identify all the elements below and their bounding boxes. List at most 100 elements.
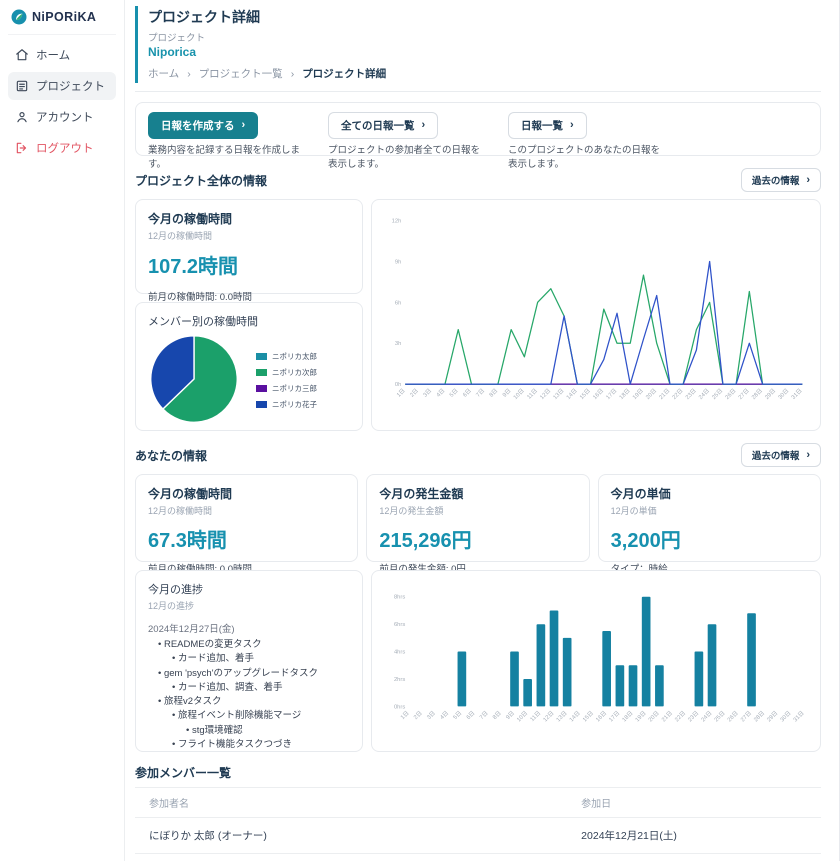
sidebar-item-account[interactable]: アカウント [8, 103, 116, 131]
sidebar-item-label: ログアウト [36, 143, 94, 155]
sidebar-item-project[interactable]: プロジェクト [8, 72, 116, 100]
table-row[interactable]: にぼりか 太郎 (オーナー) 2024年12月21日(土) [135, 817, 821, 854]
svg-text:17日: 17日 [608, 710, 622, 724]
user-icon [15, 110, 29, 124]
sidebar-item-logout[interactable]: ログアウト [8, 134, 116, 162]
svg-text:31日: 31日 [792, 710, 806, 724]
you-amount-card: 今月の発生金額 12月の発生金額 215,296円 前月の発生金額: 0円 [366, 474, 590, 575]
svg-text:21日: 21日 [660, 710, 674, 724]
svg-text:29日: 29日 [764, 387, 778, 401]
report-actions-card: 日報を作成する › 業務内容を記録する日報を作成します。 全ての日報一覧 › プロジ… [135, 102, 821, 170]
progress-subtitle: 12月の進捗 [148, 601, 195, 611]
progress-card: 今月の進捗 12月の進捗 2024年12月27日(金) • READMEの変更タ… [135, 570, 363, 752]
stat-title: 今月の発生金額 [379, 487, 464, 501]
svg-text:5日: 5日 [452, 710, 463, 721]
svg-text:15日: 15日 [578, 387, 592, 401]
svg-text:13日: 13日 [555, 710, 569, 724]
svg-text:28日: 28日 [752, 710, 766, 724]
svg-text:15日: 15日 [581, 710, 595, 724]
svg-text:13日: 13日 [552, 387, 566, 401]
brand-logo[interactable]: NiPORiKA [8, 5, 116, 35]
overall-past-info-button[interactable]: 過去の情報 › [740, 168, 821, 192]
legend-swatch [256, 353, 267, 360]
chevron-right-icon: › [570, 119, 574, 131]
main-content: プロジェクト詳細 プロジェクト Niporica ホーム › プロジェクト一覧 … [125, 0, 839, 861]
svg-text:1日: 1日 [399, 710, 410, 721]
you-hours-card: 今月の稼働時間 12月の稼働時間 67.3時間 前月の稼働時間: 0.0時間 [135, 474, 359, 575]
stat-footer: タイプ：時給 [611, 561, 808, 575]
action-my-reports: 日報一覧 › このプロジェクトのあなたの日報を表示します。 [508, 112, 668, 170]
progress-item: • gem 'psych'のアップグレードタスク [158, 667, 319, 679]
svg-text:7日: 7日 [475, 387, 486, 398]
stat-subtitle: 12月の稼働時間 [148, 506, 213, 516]
legend-label: ニポリカ三郎 [272, 384, 317, 393]
members-table: 参加者名 参加日 にぼりか 太郎 (オーナー) 2024年12月21日(土) に… [135, 787, 821, 861]
member-name: にぼりか 次郎 [135, 853, 568, 861]
progress-list: • READMEの変更タスク • カード追加、着手 • gem 'psych'のアッ… [148, 638, 350, 752]
page-header: プロジェクト詳細 プロジェクト Niporica ホーム › プロジェクト一覧 … [135, 6, 821, 83]
breadcrumb: ホーム › プロジェクト一覧 › プロジェクト詳細 [148, 66, 821, 81]
svg-text:12h: 12h [392, 219, 402, 225]
svg-text:4日: 4日 [435, 387, 446, 398]
legend-label: ニポリカ太郎 [272, 352, 317, 361]
svg-text:9日: 9日 [505, 710, 516, 721]
progress-item: • カード追加、着手 [172, 653, 254, 665]
table-row[interactable]: にぼりか 次郎 2024年12月22日(日) [135, 853, 821, 861]
svg-text:2hrs: 2hrs [394, 677, 405, 683]
breadcrumb-project-list[interactable]: プロジェクト一覧 [198, 68, 283, 80]
chevron-right-icon: › [806, 448, 810, 461]
svg-text:3日: 3日 [422, 387, 433, 398]
progress-title: 今月の進捗 [148, 584, 203, 596]
you-rate-card: 今月の単価 12月の単価 3,200円 タイプ：時給 [597, 474, 821, 575]
you-past-info-button[interactable]: 過去の情報 › [740, 443, 821, 467]
legend-item: ニポリカ太郎 [256, 351, 317, 362]
svg-text:2日: 2日 [412, 710, 423, 721]
chevron-right-icon: › [806, 173, 810, 186]
svg-text:25日: 25日 [711, 387, 725, 401]
breadcrumb-current: プロジェクト詳細 [302, 68, 387, 80]
stat-subtitle: 12月の単価 [610, 506, 657, 516]
svg-text:6h: 6h [395, 300, 401, 306]
sidebar-nav: ホーム プロジェクト アカウント ログアウト [8, 41, 116, 162]
svg-text:18日: 18日 [621, 710, 635, 724]
create-report-button[interactable]: 日報を作成する › [148, 112, 259, 139]
sidebar-item-label: ホーム [36, 50, 71, 62]
svg-text:24日: 24日 [700, 710, 714, 724]
progress-item: • フライト機能タスクつづき [172, 738, 292, 750]
overall-section-title: プロジェクト全体の情報 [135, 173, 268, 188]
all-reports-button[interactable]: 全ての日報一覧 › [328, 112, 439, 139]
svg-text:9日: 9日 [501, 387, 512, 398]
sidebar-item-home[interactable]: ホーム [8, 41, 116, 69]
svg-text:10日: 10日 [512, 387, 526, 401]
stat-title: 今月の稼働時間 [148, 487, 233, 501]
project-name: Niporica [148, 45, 197, 59]
stat-value: 3,200円 [610, 530, 681, 552]
svg-text:26日: 26日 [724, 387, 738, 401]
svg-text:23日: 23日 [687, 710, 701, 724]
member-daily-hours-line-chart: 0h 3h 6h 9h 12h 1日 2日 3日 4日 5日 6日 7日 8日 9日 10日 11日 12日 13… [371, 199, 821, 431]
stat-footer: 前月の稼働時間: 0.0時間 [148, 292, 252, 303]
my-reports-button[interactable]: 日報一覧 › [508, 112, 587, 139]
stat-value: 215,296円 [379, 530, 472, 552]
svg-text:12日: 12日 [539, 387, 553, 401]
stat-subtitle: 12月の発生金額 [379, 506, 444, 516]
members-section-title: 参加メンバー一覧 [135, 766, 232, 780]
svg-text:19日: 19日 [634, 710, 648, 724]
svg-text:20日: 20日 [644, 387, 658, 401]
stat-title: 今月の単価 [610, 487, 671, 501]
svg-text:23日: 23日 [684, 387, 698, 401]
svg-text:8日: 8日 [488, 387, 499, 398]
pie-legend: ニポリカ太郎 ニポリカ次郎 ニポリカ三郎 ニポリカ花子 [256, 351, 317, 410]
action-create-report: 日報を作成する › 業務内容を記録する日報を作成します。 [148, 112, 308, 170]
svg-text:31日: 31日 [790, 387, 804, 401]
svg-text:11日: 11日 [526, 387, 539, 400]
svg-text:29日: 29日 [766, 710, 780, 724]
member-name: にぼりか 太郎 (オーナー) [135, 817, 568, 854]
svg-text:12日: 12日 [542, 710, 556, 724]
breadcrumb-home[interactable]: ホーム [148, 68, 180, 80]
chevron-right-icon: › [421, 119, 426, 131]
legend-label: ニポリカ次郎 [272, 368, 317, 377]
action-caption: このプロジェクトのあなたの日報を表示します。 [508, 145, 661, 170]
svg-text:5日: 5日 [448, 387, 459, 398]
